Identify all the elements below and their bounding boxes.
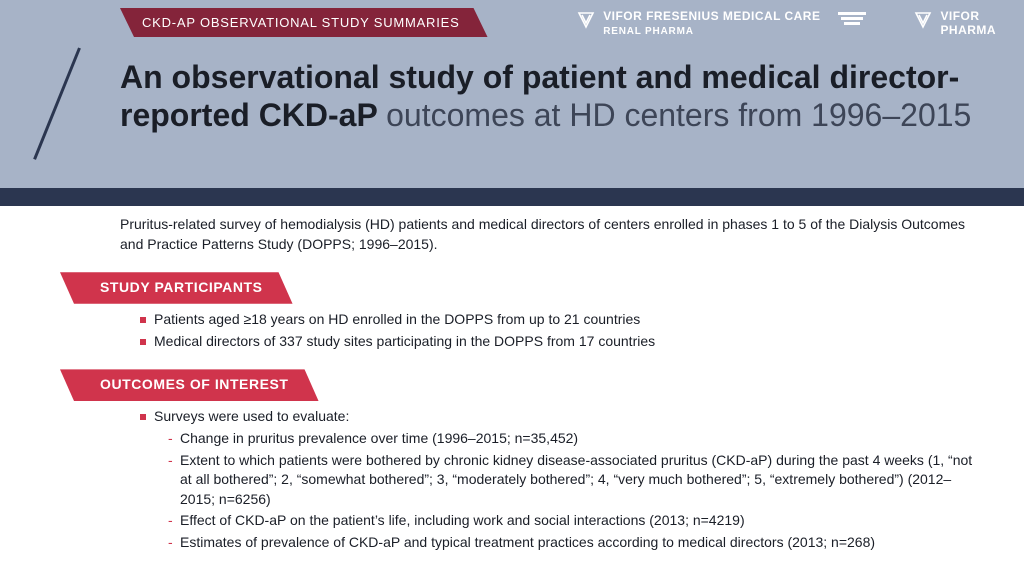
section-label-wrap: STUDY PARTICIPANTS (60, 272, 974, 300)
list-item: Medical directors of 337 study sites par… (140, 332, 974, 352)
section-label-outcomes: OUTCOMES OF INTEREST (60, 369, 319, 401)
shield-icon (914, 11, 932, 29)
logo2-line2: PHARMA (940, 23, 996, 37)
list-item: Effect of CKD-aP on the patient’s life, … (168, 511, 974, 531)
participants-list: Patients aged ≥18 years on HD enrolled i… (140, 310, 974, 351)
list-item: Estimates of prevalence of CKD-aP and ty… (168, 533, 974, 553)
header-badge: CKD-AP OBSERVATIONAL STUDY SUMMARIES (120, 8, 488, 37)
outcomes-lead: Surveys were used to evaluate: (154, 408, 349, 424)
logo1-line2: RENAL PHARMA (603, 26, 694, 37)
title-light: outcomes at HD centers from 1996–2015 (386, 97, 971, 133)
logo-vifor-fresenius: VIFOR FRESENIUS MEDICAL CARE RENAL PHARM… (577, 10, 866, 38)
list-item: Surveys were used to evaluate: Change in… (140, 407, 974, 552)
page-title: An observational study of patient and me… (120, 58, 974, 135)
logo-text: VIFOR PHARMA (940, 10, 996, 38)
logo1-line1: VIFOR FRESENIUS MEDICAL CARE (603, 9, 820, 23)
content: Pruritus-related survey of hemodialysis … (0, 193, 1024, 553)
list-item: Extent to which patients were bothered b… (168, 451, 974, 510)
shield-icon (577, 11, 595, 29)
outcomes-sublist: Change in pruritus prevalence over time … (168, 429, 974, 553)
stripes-icon (838, 12, 866, 25)
list-item: Patients aged ≥18 years on HD enrolled i… (140, 310, 974, 330)
header-badge-wrap: CKD-AP OBSERVATIONAL STUDY SUMMARIES (120, 8, 488, 36)
logo2-line1: VIFOR (940, 9, 979, 23)
logos: VIFOR FRESENIUS MEDICAL CARE RENAL PHARM… (577, 10, 996, 38)
list-item: Change in pruritus prevalence over time … (168, 429, 974, 449)
section-label-wrap: OUTCOMES OF INTEREST (60, 369, 974, 397)
slash-decoration (58, 52, 106, 162)
outcomes-list: Surveys were used to evaluate: Change in… (140, 407, 974, 552)
logo-text: VIFOR FRESENIUS MEDICAL CARE RENAL PHARM… (603, 10, 820, 38)
nav-divider (0, 188, 1024, 206)
logo-vifor: VIFOR PHARMA (914, 10, 996, 38)
intro-text: Pruritus-related survey of hemodialysis … (120, 215, 974, 254)
section-label-participants: STUDY PARTICIPANTS (60, 272, 293, 304)
header-band: CKD-AP OBSERVATIONAL STUDY SUMMARIES VIF… (0, 0, 1024, 193)
